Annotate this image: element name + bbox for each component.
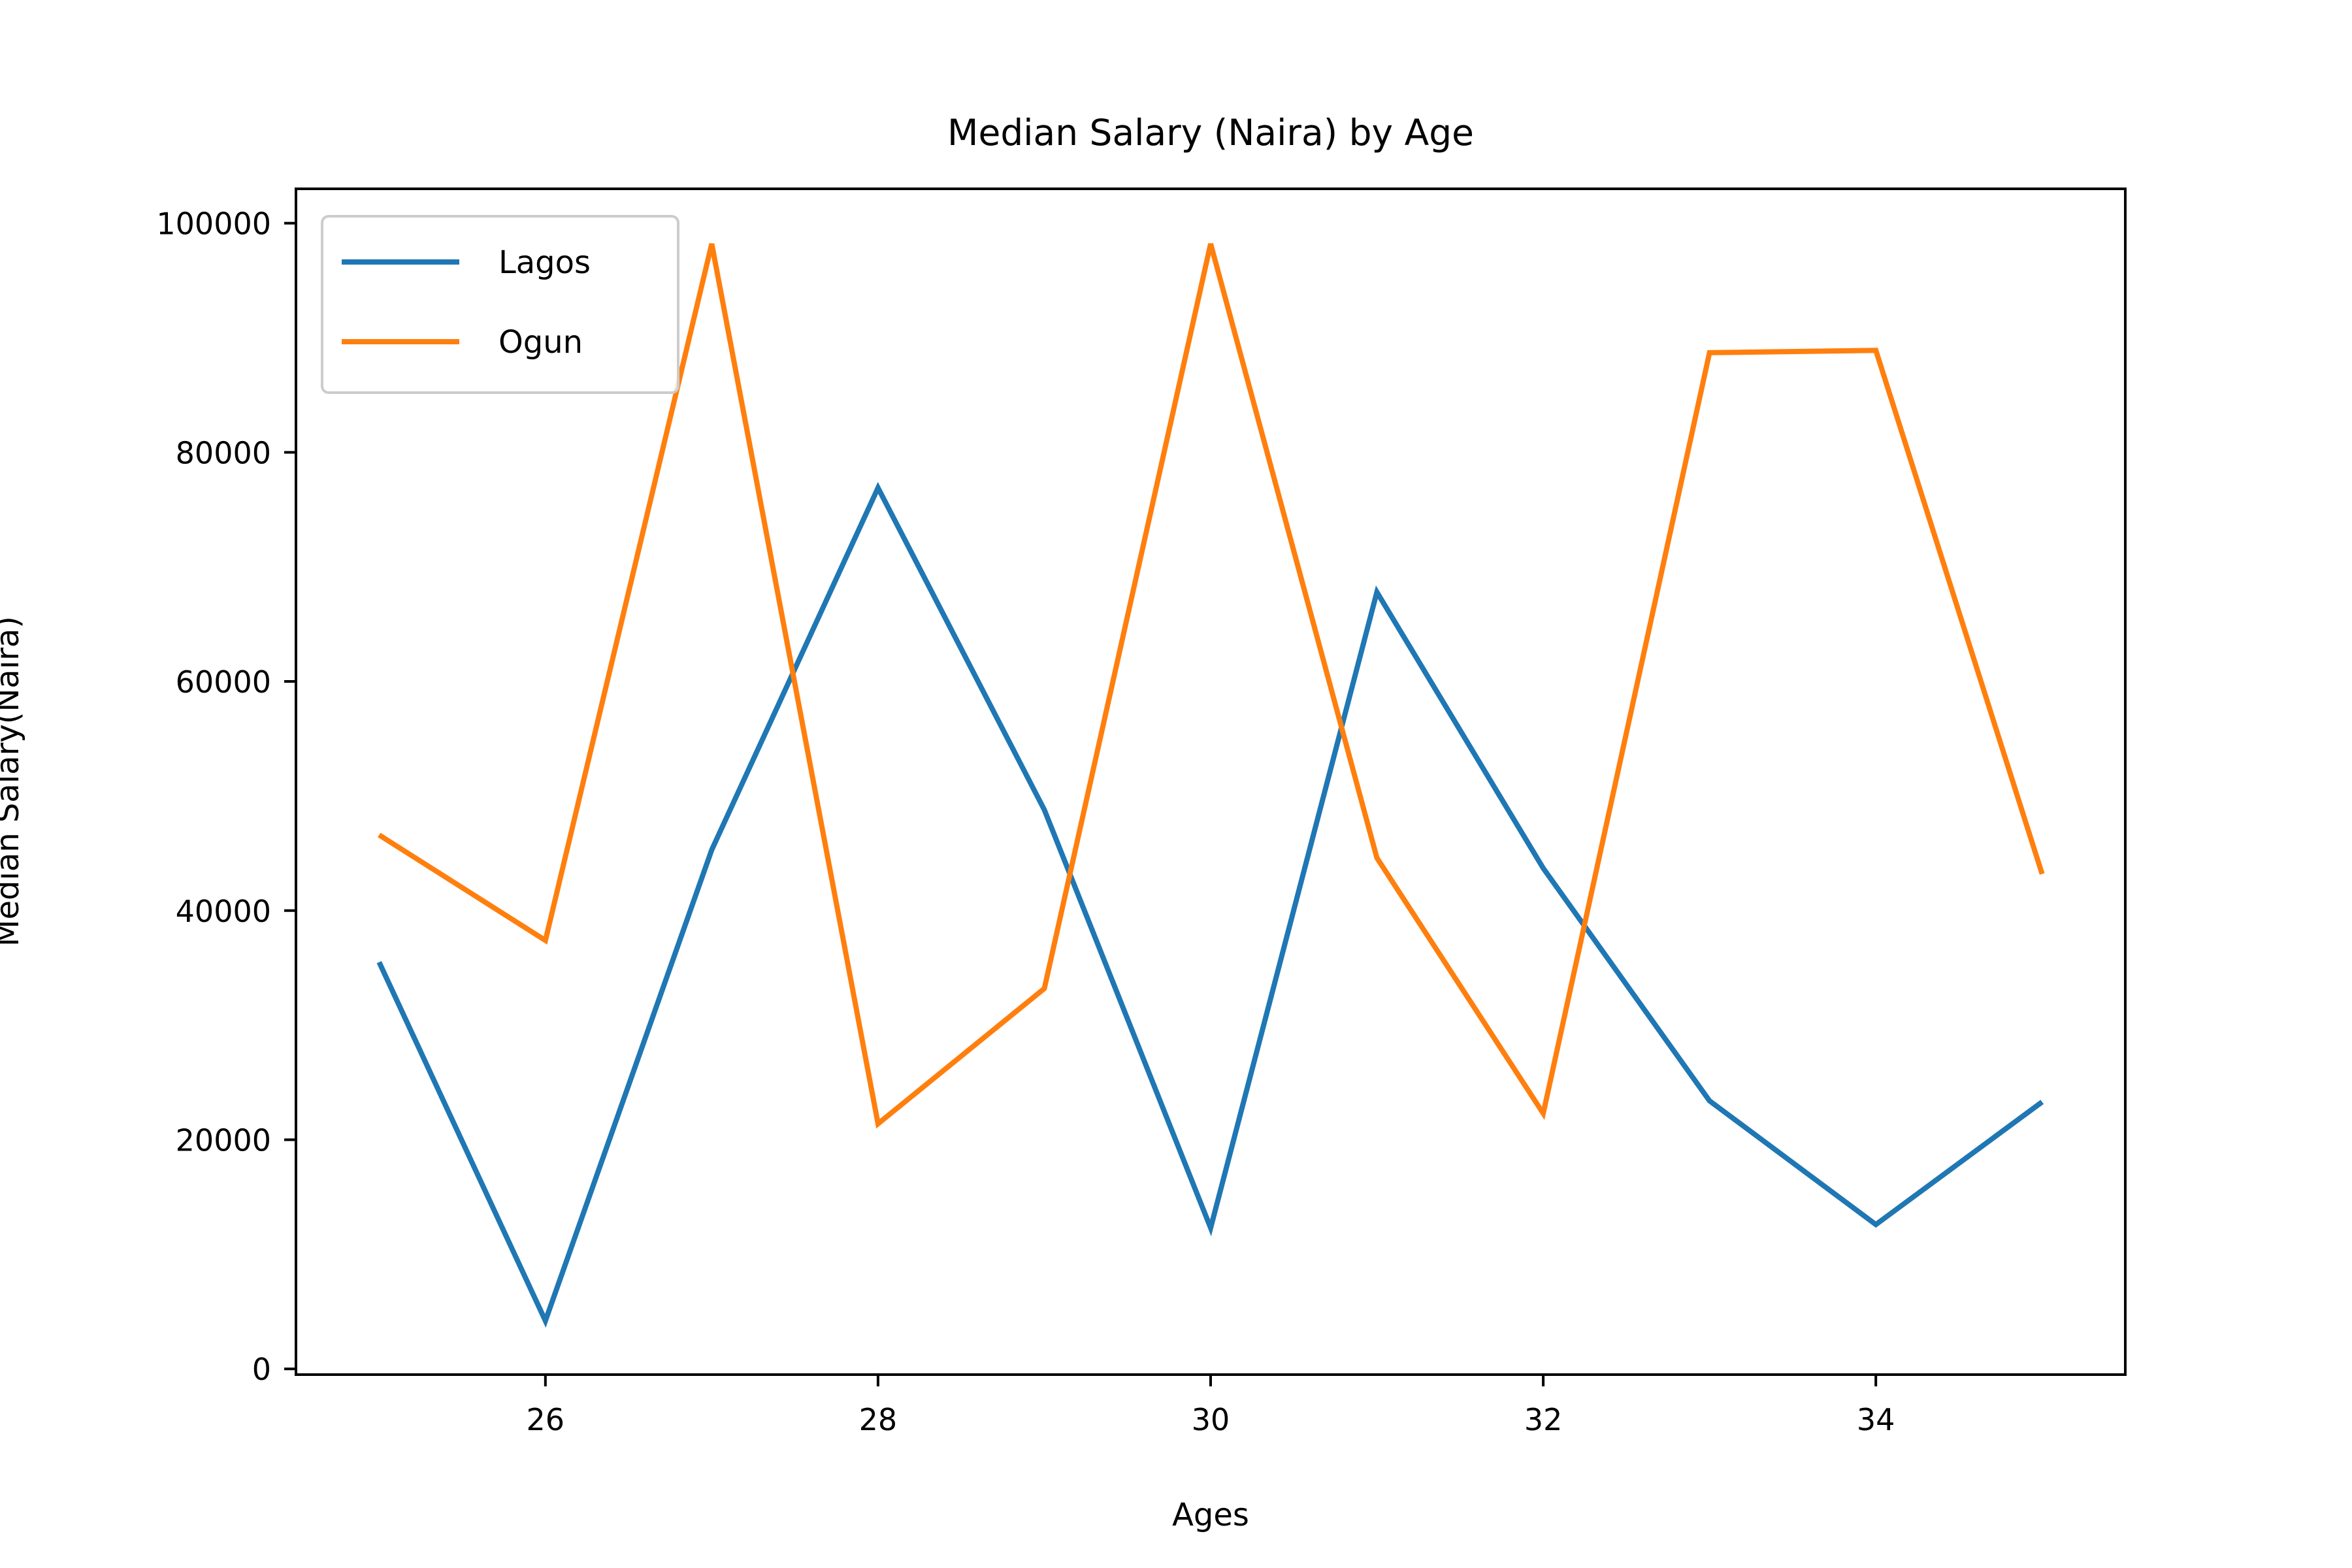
y-tick-label: 60000 — [176, 664, 271, 700]
y-tick-label: 80000 — [176, 435, 271, 470]
x-tick-label: 26 — [527, 1402, 565, 1437]
y-tick-label: 40000 — [176, 894, 271, 929]
legend: Lagos Ogun — [321, 215, 679, 394]
x-tick-label: 28 — [859, 1402, 898, 1437]
x-tick-label: 32 — [1524, 1402, 1563, 1437]
y-tick-label: 20000 — [176, 1123, 271, 1158]
x-axis-ticks: 26 28 30 32 34 — [527, 1375, 1895, 1437]
series-line-ogun — [378, 243, 2045, 1129]
y-tick-label: 0 — [252, 1352, 271, 1387]
x-tick-label: 34 — [1857, 1402, 1895, 1437]
chart-title: Median Salary (Naira) by Age — [947, 112, 1474, 154]
legend-label-ogun: Ogun — [498, 324, 583, 361]
legend-frame — [321, 215, 679, 394]
x-axis-label: Ages — [1172, 1497, 1249, 1533]
plot-lines — [376, 243, 2045, 1328]
legend-label-lagos: Lagos — [498, 244, 591, 281]
series-line-lagos — [376, 482, 2044, 1328]
y-axis-ticks: 0 20000 40000 60000 80000 100000 — [156, 206, 296, 1387]
y-tick-label: 100000 — [156, 206, 271, 242]
x-tick-label: 30 — [1192, 1402, 1230, 1437]
y-axis-label: Median Salary(Naira) — [0, 616, 26, 947]
